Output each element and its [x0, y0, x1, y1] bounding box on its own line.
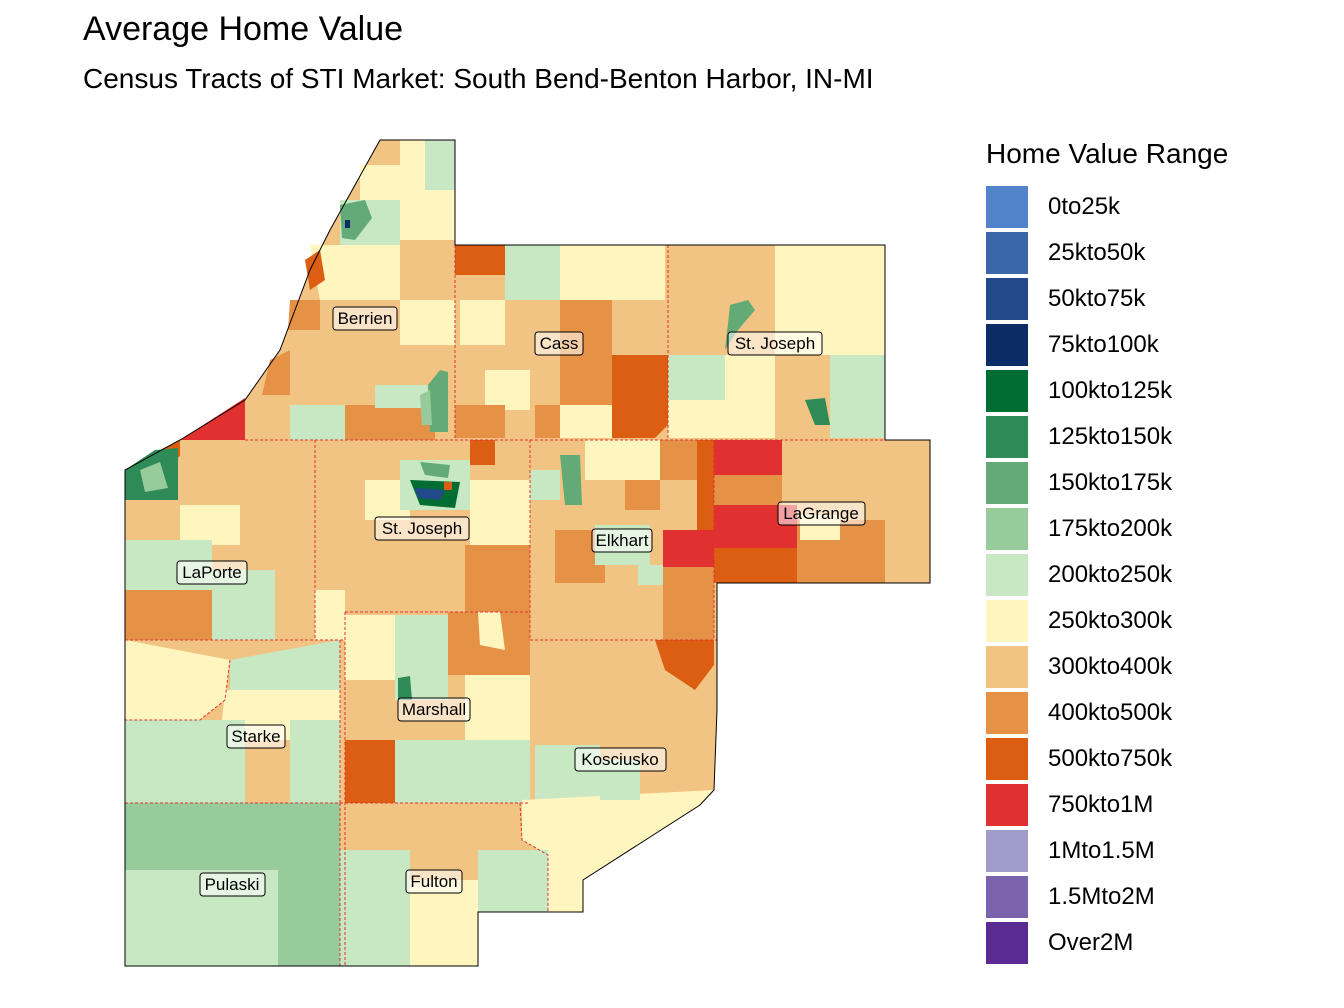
legend-swatch [986, 738, 1028, 780]
choropleth-map: Berrien Cass St. Joseph St. Joseph LaGra… [124, 139, 931, 967]
legend-label: 175kto200k [1048, 515, 1173, 542]
label-lagrange: LaGrange [777, 501, 866, 526]
label-kosciusko: Kosciusko [574, 747, 667, 772]
label-marshall: Marshall [397, 697, 471, 722]
legend-label: 75kto100k [1048, 331, 1159, 358]
label-cass: Cass [534, 331, 584, 356]
legend-label: 250kto300k [1048, 607, 1173, 634]
legend-title: Home Value Range [986, 138, 1229, 169]
legend-label: 750kto1M [1048, 791, 1154, 818]
legend-item: 150kto175k [986, 460, 1326, 506]
legend-item: 75kto100k [986, 322, 1326, 368]
label-st-joseph-in: St. Joseph [374, 516, 470, 541]
county-boundaries [125, 245, 930, 966]
legend-item: 200kto250k [986, 552, 1326, 598]
legend-item: 1.5Mto2M [986, 874, 1326, 920]
label-berrien: Berrien [332, 306, 398, 331]
label-st-joseph-mi: St. Joseph [727, 331, 823, 356]
map-subtitle: Census Tracts of STI Market: South Bend-… [83, 63, 874, 94]
legend-swatch [986, 692, 1028, 734]
legend-label: 150kto175k [1048, 469, 1173, 496]
county-name: St. Joseph [735, 334, 815, 353]
county-name: Starke [231, 727, 280, 746]
legend-label: 0to25k [1048, 193, 1121, 220]
legend-swatch [986, 554, 1028, 596]
legend-label: 400kto500k [1048, 699, 1173, 726]
legend-label: 300kto400k [1048, 653, 1173, 680]
legend-label: 200kto250k [1048, 561, 1173, 588]
legend-label: 50kto75k [1048, 285, 1146, 312]
legend-item: 300kto400k [986, 644, 1326, 690]
legend-swatch [986, 232, 1028, 274]
legend-swatch [986, 876, 1028, 918]
legend-label: 500kto750k [1048, 745, 1173, 772]
legend-swatch [986, 186, 1028, 228]
county-name: Kosciusko [581, 750, 658, 769]
map-title: Average Home Value [83, 10, 404, 48]
county-name: Pulaski [205, 875, 260, 894]
county-name: LaPorte [182, 563, 242, 582]
legend-swatch [986, 784, 1028, 826]
legend-item: Over2M [986, 920, 1326, 966]
legend-swatch [986, 462, 1028, 504]
legend-item: 125kto150k [986, 414, 1326, 460]
legend-swatch [986, 370, 1028, 412]
census-tracts [125, 140, 930, 966]
market-outline [124, 139, 931, 967]
legend-item: 400kto500k [986, 690, 1326, 736]
legend-label: 1Mto1.5M [1048, 837, 1155, 864]
county-name: Berrien [338, 309, 393, 328]
legend-item: 100kto125k [986, 368, 1326, 414]
county-name: St. Joseph [382, 519, 462, 538]
county-name: Marshall [402, 700, 466, 719]
legend-label: 100kto125k [1048, 377, 1173, 404]
legend-swatch [986, 646, 1028, 688]
legend-item: 250kto300k [986, 598, 1326, 644]
legend-swatch [986, 830, 1028, 872]
legend-item: 175kto200k [986, 506, 1326, 552]
legend-item: 1Mto1.5M [986, 828, 1326, 874]
legend-label: 25kto50k [1048, 239, 1146, 266]
county-name: LaGrange [783, 504, 859, 523]
county-name: Elkhart [596, 531, 649, 550]
label-laporte: LaPorte [176, 560, 248, 585]
legend-item: 0to25k [986, 184, 1326, 230]
legend-swatch [986, 508, 1028, 550]
label-elkhart: Elkhart [591, 528, 653, 553]
legend-item: 50kto75k [986, 276, 1326, 322]
legend-swatch [986, 324, 1028, 366]
label-fulton: Fulton [405, 869, 463, 894]
legend-item: 25kto50k [986, 230, 1326, 276]
county-name: Cass [540, 334, 579, 353]
county-name: Fulton [410, 872, 457, 891]
legend-swatch [986, 600, 1028, 642]
legend-label: 1.5Mto2M [1048, 883, 1155, 910]
legend-item: 500kto750k [986, 736, 1326, 782]
legend-label: 125kto150k [1048, 423, 1173, 450]
label-pulaski: Pulaski [199, 872, 266, 897]
label-starke: Starke [226, 724, 286, 749]
legend-label: Over2M [1048, 929, 1134, 956]
county-labels: Berrien Cass St. Joseph St. Joseph LaGra… [176, 306, 866, 897]
legend-items: 0to25k 25kto50k 50kto75k 75kto100k 100kto125… [986, 184, 1326, 966]
legend-swatch [986, 416, 1028, 458]
legend: Home Value Range 0to25k 25kto50k 50kto75k 7… [986, 138, 1326, 966]
legend-item: 750kto1M [986, 782, 1326, 828]
legend-swatch [986, 278, 1028, 320]
legend-swatch [986, 922, 1028, 964]
